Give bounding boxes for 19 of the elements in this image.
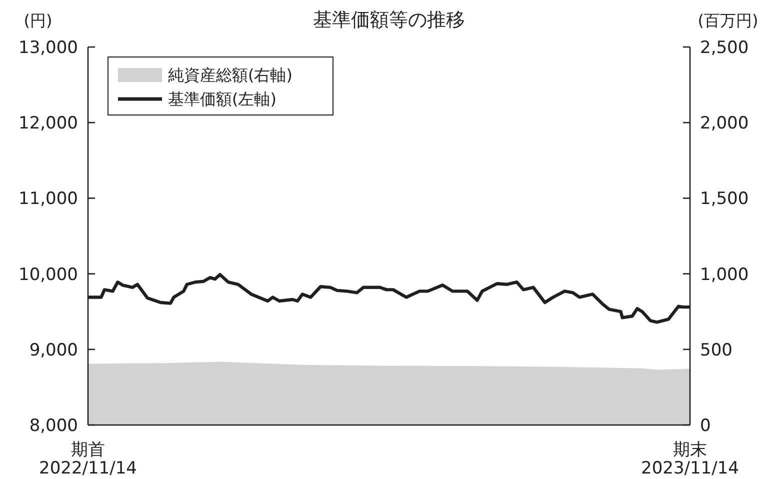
y-tick-label: 12,000 xyxy=(18,114,78,134)
legend-label: 基準価額(左軸) xyxy=(168,90,276,109)
y2-tick-label: 2,000 xyxy=(700,114,749,134)
y2-axis-title: (百万円) xyxy=(698,11,758,30)
y2-tick-label: 1,500 xyxy=(700,189,749,210)
chart-title: 基準価額等の推移 xyxy=(313,9,465,31)
y-axis-title: (円) xyxy=(24,11,52,30)
y-tick-label: 10,000 xyxy=(18,264,78,285)
legend-label: 純資産総額(右軸) xyxy=(168,66,292,85)
y2-tick-label: 2,500 xyxy=(700,38,749,58)
x-tick-label: 期首 2022/11/14 xyxy=(39,440,137,479)
y2-tick-label: 500 xyxy=(700,340,732,360)
y-tick-label: 9,000 xyxy=(29,340,78,360)
y2-tick-label: 0 xyxy=(700,416,711,436)
y2-tick-label: 1,000 xyxy=(700,264,749,285)
x-tick-label: 期末 2023/11/14 xyxy=(641,440,739,479)
y-tick-label: 13,000 xyxy=(18,38,78,58)
y-tick-label: 11,000 xyxy=(18,189,78,210)
y-tick-label: 8,000 xyxy=(29,416,78,436)
